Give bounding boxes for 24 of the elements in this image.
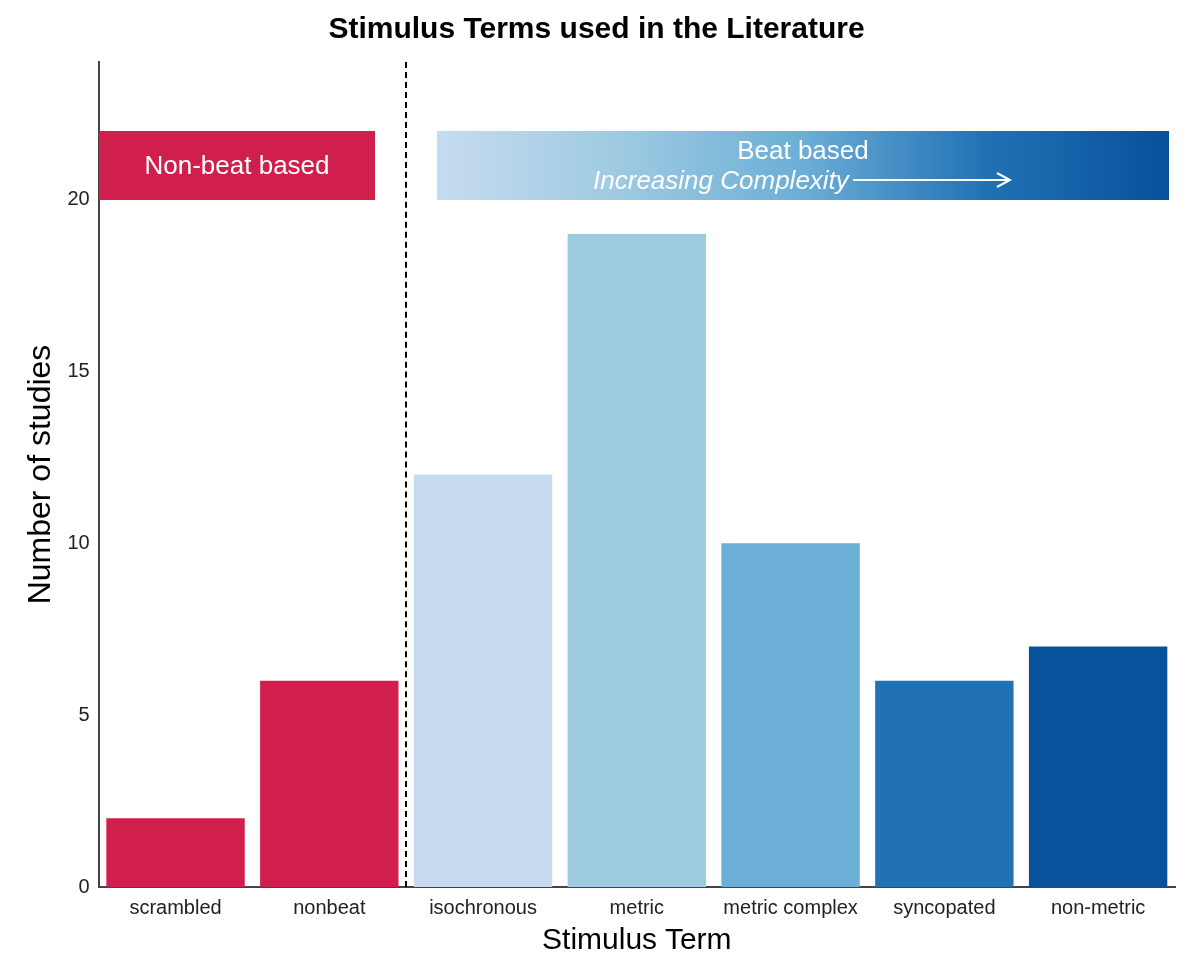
y-tick-label: 0 bbox=[78, 874, 90, 897]
x-tick-label: metric bbox=[609, 895, 665, 918]
bar bbox=[260, 680, 399, 887]
x-tick-label: non-metric bbox=[1050, 895, 1146, 918]
bar bbox=[413, 474, 553, 887]
x-tick-label: metric complex bbox=[723, 895, 858, 918]
y-tick-label: 10 bbox=[67, 530, 90, 553]
x-tick-label: syncopated bbox=[893, 895, 996, 918]
x-tick-label: scrambled bbox=[129, 895, 222, 918]
y-tick-label: 5 bbox=[78, 702, 90, 725]
bar bbox=[875, 680, 1014, 887]
annotation: Beat based bbox=[737, 135, 869, 166]
bar bbox=[721, 543, 860, 887]
x-tick-label: isochronous bbox=[429, 895, 537, 918]
bar bbox=[106, 818, 245, 887]
x-axis-title: Stimulus Term bbox=[542, 922, 732, 956]
x-tick-label: nonbeat bbox=[293, 895, 366, 918]
y-tick-label: 15 bbox=[67, 358, 90, 381]
chart-title: Stimulus Terms used in the Literature bbox=[328, 11, 865, 45]
bar bbox=[567, 233, 707, 887]
y-axis-title: Number of studies bbox=[21, 344, 58, 605]
bar bbox=[1028, 646, 1168, 887]
y-tick-label: 20 bbox=[67, 187, 90, 210]
annotation: Increasing Complexity bbox=[593, 165, 849, 196]
